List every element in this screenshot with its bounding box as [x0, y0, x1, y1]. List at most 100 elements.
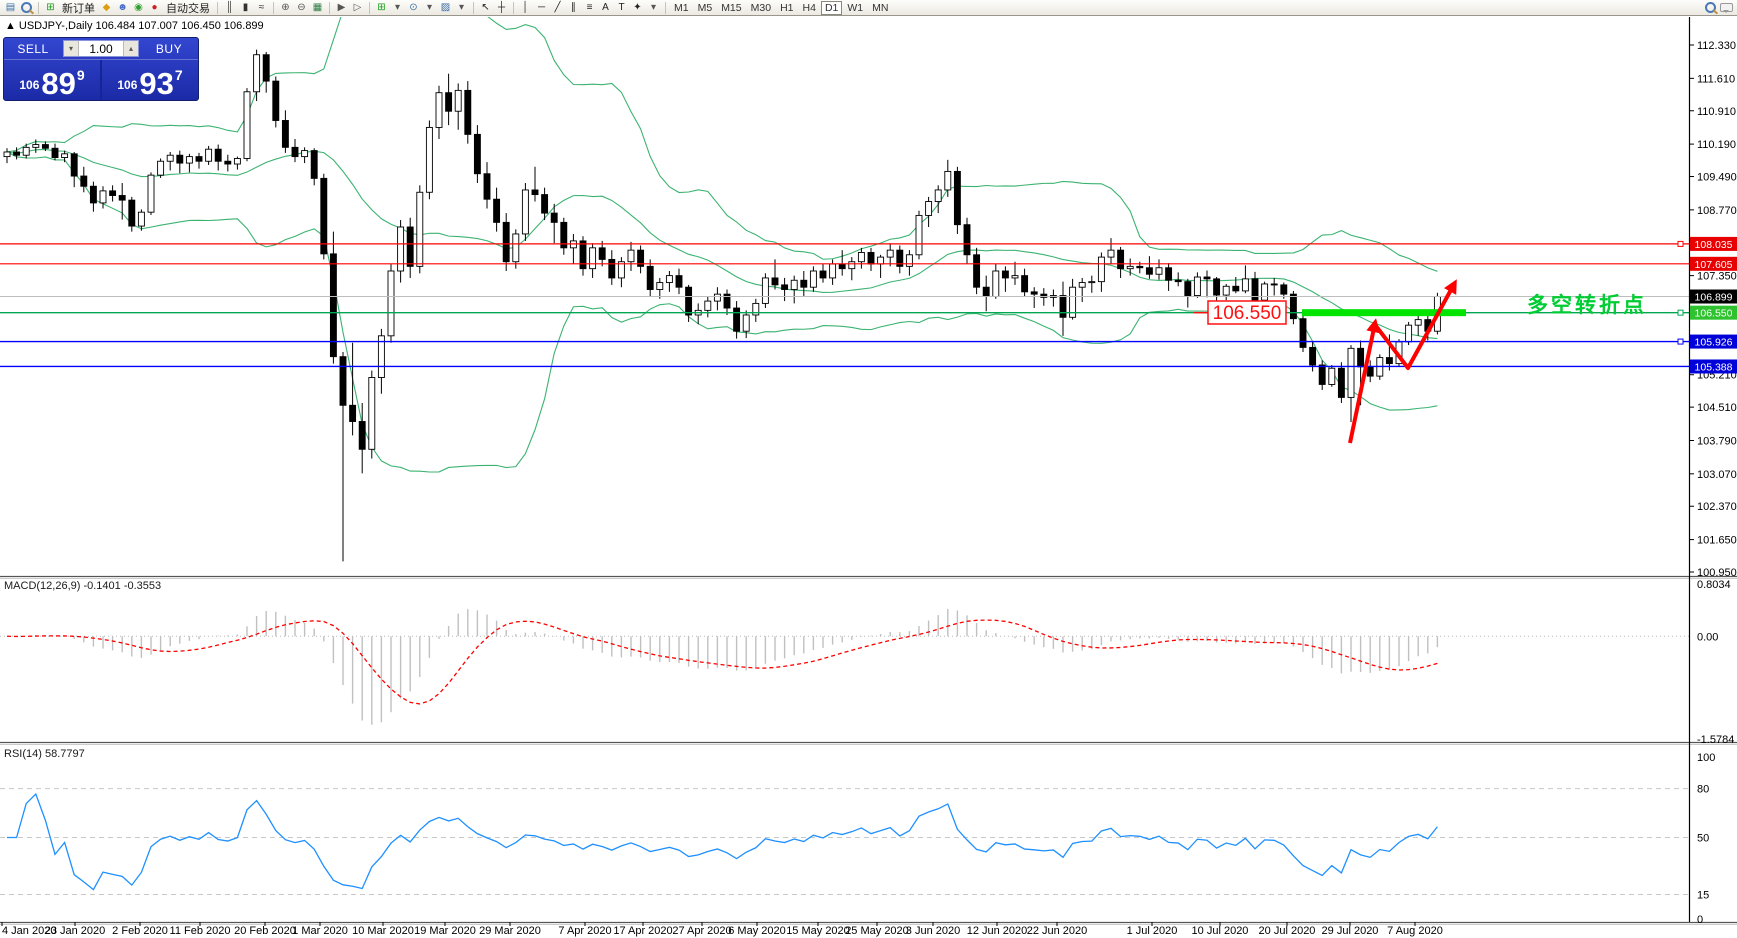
templates-icon[interactable]: ▨ [440, 1, 451, 13]
svg-text:19 Mar 2020: 19 Mar 2020 [414, 925, 476, 937]
svg-text:7 Apr 2020: 7 Apr 2020 [558, 925, 611, 937]
timeframe-button-w1[interactable]: W1 [847, 1, 864, 14]
svg-text:110.910: 110.910 [1697, 106, 1736, 118]
cn-annotation-text[interactable]: 多空转折点 [1527, 293, 1647, 317]
price-axis-labels[interactable]: 112.330 111.610 110.910 110.190 109.490 108.7… [1689, 40, 1737, 926]
timeframe-button-m30[interactable]: M30 [750, 1, 772, 14]
bar-chart-icon[interactable]: ║ [225, 1, 234, 13]
text-icon[interactable]: A [602, 1, 609, 13]
search-icon[interactable] [1703, 1, 1718, 15]
trendline-icon[interactable]: ╱ [554, 1, 561, 13]
svg-text:103.070: 103.070 [1697, 469, 1737, 481]
svg-text:101.650: 101.650 [1697, 535, 1737, 547]
volume-increase-button[interactable]: ▴ [123, 41, 138, 56]
price-badge [1690, 289, 1737, 304]
buy-price-button[interactable]: 106 93 7 [117, 65, 183, 101]
ohlc-values: 106.484 107.007 106.450 106.899 [95, 20, 264, 32]
svg-text:29 Jul 2020: 29 Jul 2020 [1322, 925, 1379, 937]
timeframe-button-mn[interactable]: MN [872, 1, 889, 14]
macd-histogram [15, 608, 1439, 725]
timeframe-button-h1[interactable]: H1 [780, 1, 794, 14]
templates-caret-icon[interactable]: ▾ [458, 1, 465, 13]
line-chart-icon[interactable]: ≈ [258, 1, 265, 13]
signals-icon[interactable]: ◉ [134, 1, 143, 13]
price-badge [1690, 334, 1737, 349]
support-zone-bar[interactable] [1302, 309, 1466, 317]
candlestick-chart-icon[interactable]: ▮ [242, 1, 249, 13]
svg-text:15 May 2020: 15 May 2020 [786, 925, 850, 937]
volume-decrease-button[interactable]: ▾ [64, 41, 79, 56]
periods-icon[interactable]: ⊙ [409, 1, 418, 13]
timeframe-button-h4[interactable]: H4 [802, 1, 816, 14]
tile-windows-icon[interactable]: ▦ [312, 1, 323, 13]
symbol-period-label: USDJPY-,Daily [18, 20, 93, 32]
preview-icon[interactable] [19, 1, 34, 15]
svg-text:11 Feb 2020: 11 Feb 2020 [170, 925, 231, 937]
collapse-marker-icon[interactable]: ▲ [5, 20, 16, 32]
charts-list-icon[interactable]: ▤ [5, 1, 16, 13]
new-order-button[interactable]: 新订单 [62, 2, 95, 15]
macd-signal-line [6, 619, 1438, 705]
crosshair-icon[interactable]: ┼ [497, 1, 506, 13]
macd-panel[interactable] [0, 608, 1689, 725]
buy-button[interactable]: BUY [155, 41, 183, 56]
auto-scroll-icon[interactable]: ▶ [337, 1, 346, 13]
timeframe-button-m5[interactable]: M5 [697, 1, 713, 14]
bollinger-bands [6, 17, 1438, 473]
sell-button[interactable]: SELL [17, 41, 49, 56]
timeframe-button-m15[interactable]: M15 [721, 1, 742, 14]
svg-text:0: 0 [1697, 914, 1703, 926]
vertical-line-icon[interactable]: │ [522, 1, 529, 13]
svg-text:106.550: 106.550 [1213, 303, 1282, 324]
svg-text:20 Jul 2020: 20 Jul 2020 [1259, 925, 1316, 937]
chart-shift-icon[interactable]: ▷ [353, 1, 362, 13]
new-order-icon[interactable]: ⊞ [46, 1, 55, 13]
timeframe-button-m1[interactable]: M1 [674, 1, 689, 14]
rsi-line [7, 792, 1438, 891]
text-label-icon[interactable]: T [618, 1, 625, 13]
volume-stepper: ▾ 1.00 ▴ [63, 40, 139, 57]
timeframe-button-d1[interactable]: D1 [820, 0, 843, 15]
indicators-caret-icon[interactable]: ▾ [394, 1, 401, 13]
svg-text:2 Feb 2020: 2 Feb 2020 [112, 925, 168, 937]
price-level-label[interactable]: 106.550 [1194, 300, 1287, 325]
zoom-in-icon[interactable]: ⊕ [281, 1, 290, 13]
line-handle[interactable] [1677, 309, 1684, 316]
svg-text:105.926: 105.926 [1695, 337, 1733, 349]
zoom-out-icon[interactable]: ⊖ [297, 1, 306, 13]
periods-caret-icon[interactable]: ▾ [426, 1, 433, 13]
horizontal-line-icon[interactable]: ─ [537, 1, 546, 13]
toolbar-separator [217, 1, 218, 14]
chat-icon [1720, 3, 1733, 13]
channel-icon[interactable]: ∥ [571, 1, 576, 13]
indicators-icon[interactable]: ⊞ [377, 1, 386, 13]
arrows-caret-icon[interactable]: ▾ [650, 1, 657, 13]
rsi-label: RSI(14) 58.7797 [4, 748, 85, 760]
svg-text:10 Mar 2020: 10 Mar 2020 [352, 925, 414, 937]
fibonacci-icon[interactable]: ≡ [586, 1, 593, 13]
svg-text:27 Apr 2020: 27 Apr 2020 [672, 925, 731, 937]
line-handle[interactable] [1677, 240, 1684, 247]
svg-text:105.388: 105.388 [1695, 361, 1733, 373]
search-icon [1705, 2, 1716, 13]
auto-trading-icon[interactable]: ● [151, 1, 158, 13]
arrows-icon[interactable]: ✦ [633, 1, 642, 13]
svg-text:106.899: 106.899 [1695, 292, 1733, 304]
auto-trading-button[interactable]: 自动交易 [166, 2, 210, 15]
trend-arrows[interactable] [1348, 279, 1457, 444]
chat-icon[interactable] [1719, 1, 1734, 15]
rsi-panel[interactable] [0, 788, 1689, 896]
styler-icon[interactable]: ◆ [102, 1, 111, 13]
profile-icon[interactable]: ☻ [117, 1, 128, 13]
line-handle[interactable] [1677, 338, 1684, 345]
toolbar-separator [513, 1, 514, 14]
toolbar-separator [473, 1, 474, 14]
sell-price-button[interactable]: 106 89 9 [19, 65, 85, 101]
svg-text:100.950: 100.950 [1697, 567, 1737, 579]
cursor-icon[interactable]: ↖ [481, 1, 490, 13]
svg-text:15: 15 [1697, 890, 1709, 902]
volume-input[interactable]: 1.00 [89, 41, 113, 56]
main-chart-panel[interactable]: 106.550 多空转折点 [0, 0, 1689, 562]
